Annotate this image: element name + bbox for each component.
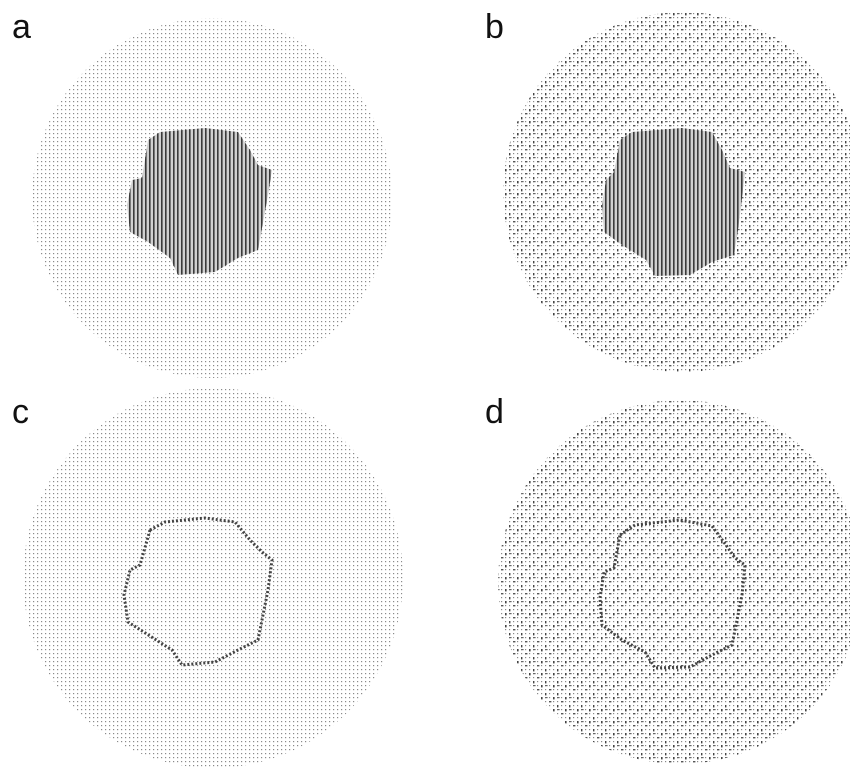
panel-label: c — [12, 393, 29, 431]
figure: a b c d — [0, 0, 850, 768]
panel-d: d — [485, 393, 850, 764]
panel-label: a — [12, 8, 31, 46]
domain-disc — [498, 400, 850, 764]
panel-c: c — [12, 388, 403, 768]
domain-disc — [23, 388, 403, 768]
panel-b: b — [485, 8, 850, 372]
page: a b c d (() => { const data = JSON.parse… — [0, 0, 850, 768]
panel-a: a — [12, 8, 392, 378]
panel-label: d — [485, 393, 504, 431]
panel-label: b — [485, 8, 504, 46]
